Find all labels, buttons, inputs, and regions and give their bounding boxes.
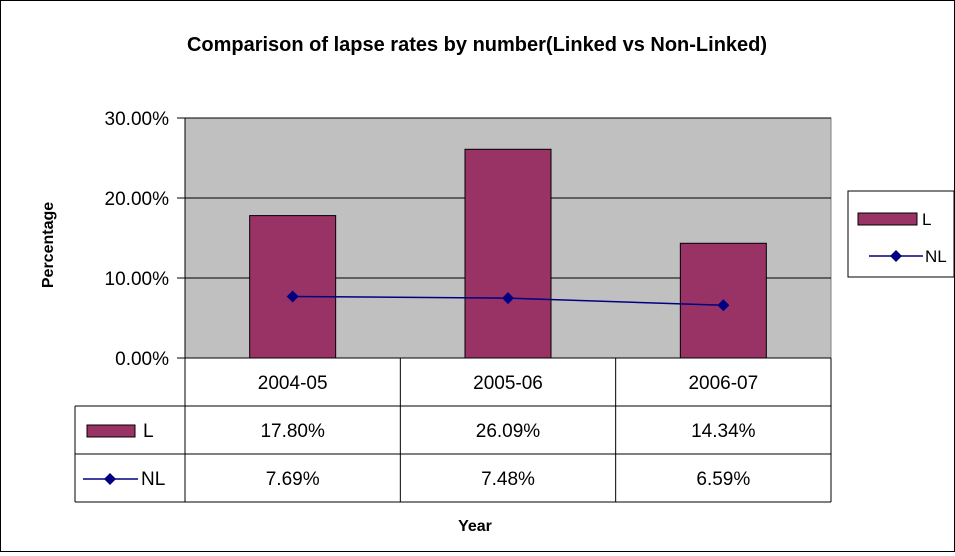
data-label: 7.48% (481, 469, 535, 490)
legend: L NL (847, 190, 955, 278)
y-axis-label: Percentage (40, 202, 57, 288)
plot-area: 0.00% 10.00% 20.00% 30.00% (105, 109, 832, 502)
table-key-bar (86, 424, 136, 438)
legend-entry: NL (925, 247, 947, 266)
x-axis-label: Year (458, 518, 492, 535)
x-tick-label: 2004-05 (258, 373, 328, 394)
table-key-marker (104, 473, 116, 485)
chart-title: Comparison of lapse rates by number(Link… (187, 34, 767, 56)
y-tick-label: 0.00% (115, 349, 169, 370)
data-label: 6.59% (696, 469, 750, 490)
x-tick-label: 2006-07 (688, 373, 758, 394)
data-label: 26.09% (476, 421, 541, 442)
table-row-label: NL (141, 469, 165, 490)
legend-key-bar (857, 212, 918, 226)
legend-entry: L (922, 210, 931, 229)
y-tick-label: 30.00% (105, 109, 170, 130)
bar-2005-06 (464, 148, 552, 359)
data-label: 14.34% (691, 421, 756, 442)
data-label: 17.80% (260, 421, 325, 442)
bar-2004-05 (249, 215, 337, 359)
point-marker-2005-06 (502, 292, 514, 305)
y-tick-label: 10.00% (105, 269, 170, 290)
data-label: 7.69% (266, 469, 320, 490)
point-marker-2006-07 (717, 299, 730, 312)
legend-box (847, 190, 955, 278)
x-tick-label: 2005-06 (473, 373, 543, 394)
y-tick-label: 20.00% (105, 189, 170, 210)
table-row-label: L (143, 421, 154, 442)
data-table: 2004-05 2005-06 2006-07 L 17.80% 26.09% 14.34%… (74, 358, 832, 503)
point-marker-2004-05 (286, 290, 299, 303)
legend-key-marker (890, 250, 902, 262)
